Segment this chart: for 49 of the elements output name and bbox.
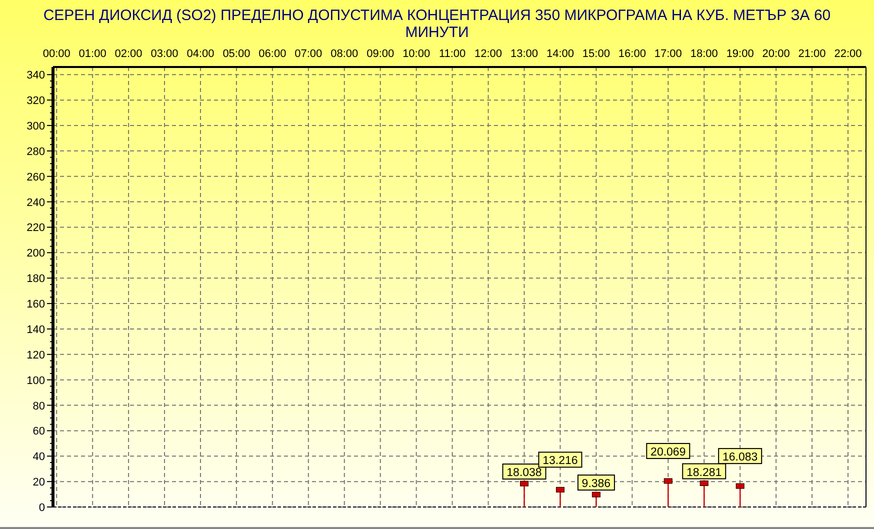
data-label: 18.281 <box>686 466 722 479</box>
x-tick-label: 04:00 <box>186 48 214 60</box>
y-tick-label: 220 <box>26 222 45 234</box>
y-tick-label: 260 <box>26 171 45 184</box>
data-label: 16.083 <box>722 452 758 464</box>
x-tick-label: 15:00 <box>582 48 610 60</box>
x-tick-label: 10:00 <box>402 48 430 60</box>
x-tick-label: 14:00 <box>546 48 574 60</box>
x-tick-label: 20:00 <box>762 48 790 60</box>
x-tick-label: 13:00 <box>510 48 538 60</box>
y-tick-label: 100 <box>26 374 45 387</box>
y-tick-label: 340 <box>26 70 45 82</box>
y-tick-label: 80 <box>32 400 45 412</box>
y-tick-label: 320 <box>26 95 45 108</box>
x-tick-label: 05:00 <box>222 48 250 60</box>
y-tick-label: 120 <box>26 349 45 362</box>
y-tick-label: 180 <box>26 273 45 286</box>
y-tick-label: 280 <box>26 146 45 158</box>
y-tick-label: 20 <box>32 476 45 489</box>
x-tick-label: 11:00 <box>438 48 466 60</box>
x-tick-label: 12:00 <box>474 48 502 60</box>
y-tick-label: 140 <box>26 324 45 336</box>
y-tick-label: 60 <box>32 426 45 438</box>
x-tick-label: 06:00 <box>258 48 286 60</box>
x-tick-label: 22:00 <box>834 48 862 60</box>
x-tick-label: 09:00 <box>366 48 394 60</box>
x-tick-label: 00:00 <box>42 48 70 60</box>
data-label: 18.038 <box>506 467 542 480</box>
y-tick-label: 200 <box>26 248 45 260</box>
y-tick-label: 40 <box>32 451 45 464</box>
y-tick-label: 300 <box>26 120 45 132</box>
y-tick-label: 0 <box>38 502 45 514</box>
point <box>520 480 528 486</box>
x-tick-label: 18:00 <box>690 48 718 60</box>
data-label: 13.216 <box>542 455 578 468</box>
x-tick-label: 16:00 <box>618 48 646 60</box>
x-tick-label: 21:00 <box>798 48 826 60</box>
x-tick-label: 17:00 <box>654 48 682 60</box>
y-tick-label: 160 <box>26 298 45 311</box>
data-label: 9.386 <box>582 478 611 490</box>
x-tick-label: 02:00 <box>114 48 142 60</box>
chart-title: СЕРЕН ДИОКСИД (SO2) ПРЕДЕЛНО ДОПУСТИМА КОНЦЕНТРАЦИЯ 350 МИКРОГРАМА НА КУБ. МЕТЪР ЗА 60 МИНУТИ <box>43 7 831 41</box>
x-tick-label: 19:00 <box>726 48 754 60</box>
x-tick-label: 08:00 <box>330 48 358 60</box>
y-tick-label: 240 <box>26 196 45 209</box>
x-tick-label: 01:00 <box>78 48 106 60</box>
x-tick-label: 07:00 <box>294 48 322 60</box>
data-label: 20.069 <box>650 446 686 458</box>
x-tick-label: 03:00 <box>150 48 178 60</box>
